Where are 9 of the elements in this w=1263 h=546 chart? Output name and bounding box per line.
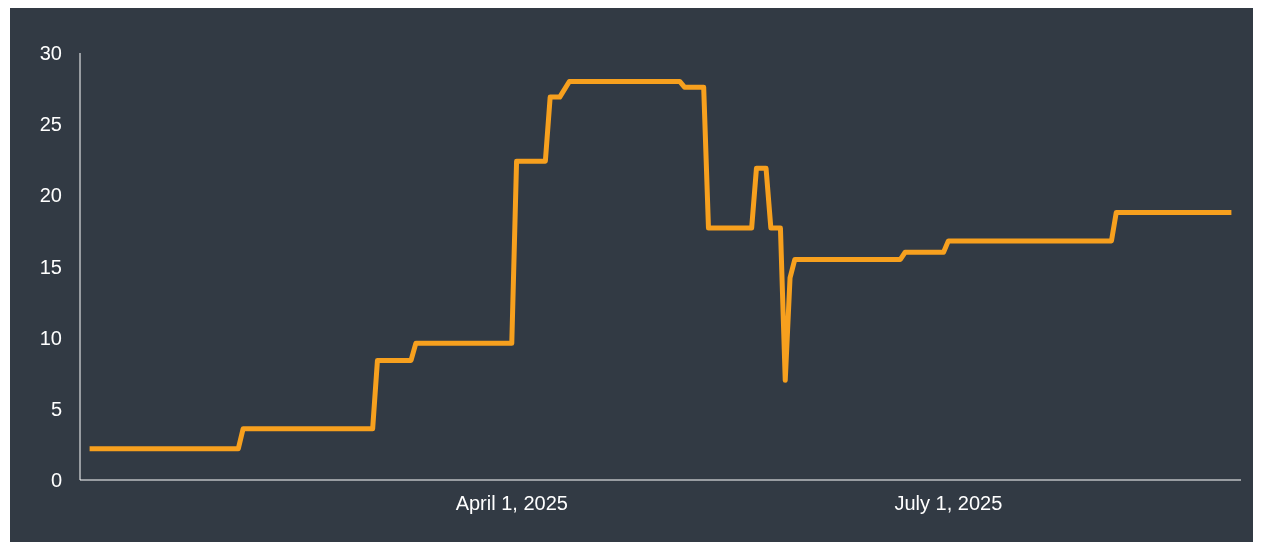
y-tick-label: 20 (39, 184, 62, 207)
y-tick-label: 10 (39, 326, 62, 349)
y-tick-label: 15 (39, 255, 62, 278)
x-tick-label: July 1, 2025 (894, 492, 1003, 515)
y-tick-label: 30 (39, 42, 62, 65)
x-tick-label: April 1, 2025 (455, 492, 568, 515)
y-tick-label: 25 (39, 113, 62, 136)
y-tick-label: 0 (50, 469, 62, 492)
y-tick-label: 5 (50, 397, 62, 420)
